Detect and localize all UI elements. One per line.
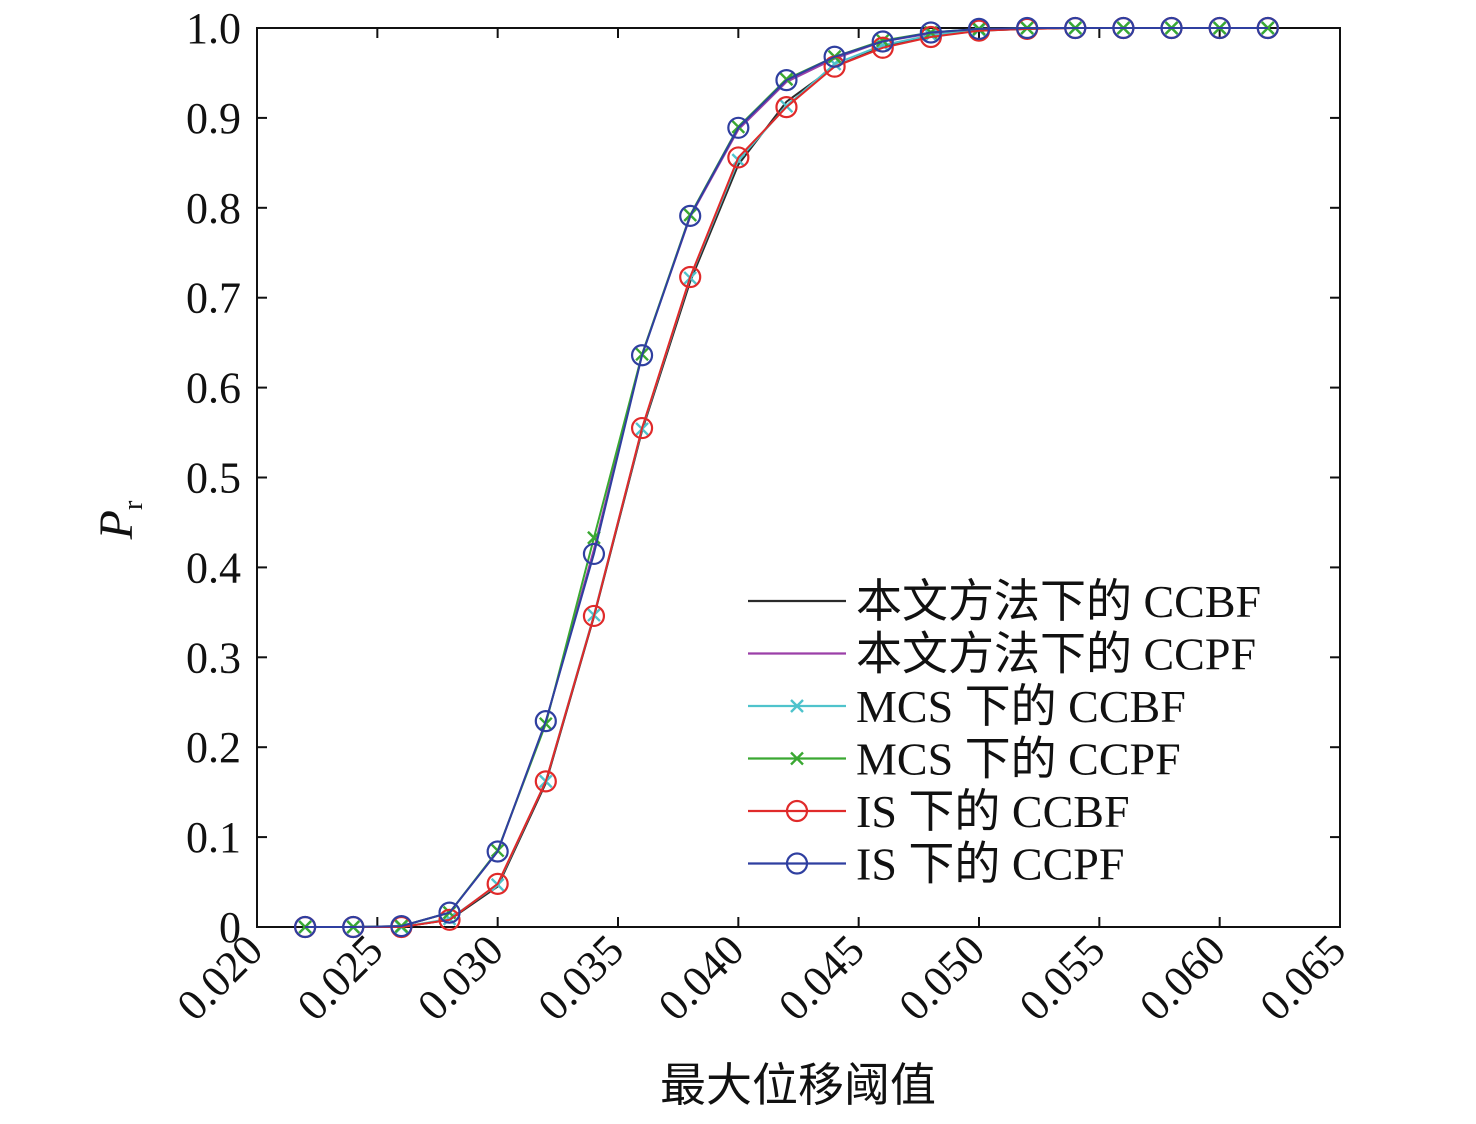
- legend-label: 本文方法下的 CCBF: [856, 576, 1261, 627]
- legend-item: MCS 下的 CCPF: [748, 734, 1181, 785]
- legend-label: IS 下的 CCBF: [856, 786, 1130, 837]
- legend-marker: [790, 751, 804, 766]
- plot-frame: [256, 27, 1341, 928]
- data-point: [294, 915, 317, 939]
- data-point: [775, 69, 798, 92]
- data-point: [1160, 16, 1183, 40]
- data-point: [390, 915, 413, 938]
- x-tick-label: 0.030: [408, 925, 513, 1030]
- y-tick-label: 0.3: [186, 633, 241, 682]
- data-point: [1208, 16, 1231, 40]
- data-point: [486, 840, 509, 863]
- y-tick-label: 0.6: [186, 364, 241, 413]
- data-point: [342, 915, 365, 939]
- y-tick-label: 0.1: [186, 813, 241, 862]
- y-axis-label-subscript: r: [118, 500, 149, 510]
- data-point: [534, 710, 557, 733]
- data-point: [924, 28, 938, 43]
- legend-item: MCS 下的 CCBF: [748, 681, 1186, 732]
- data-point: [582, 542, 606, 566]
- legend-marker: [785, 799, 809, 823]
- data-point: [731, 153, 746, 168]
- x-tick-label: 0.035: [528, 925, 633, 1030]
- series-5: [294, 16, 1279, 939]
- data-point: [438, 901, 461, 924]
- data-point: [775, 96, 798, 119]
- x-axis-label: 最大位移阈值: [660, 1060, 936, 1111]
- series-6: [294, 16, 1279, 939]
- data-point: [823, 45, 846, 68]
- x-tick-label: 0.040: [649, 925, 754, 1030]
- data-point: [1016, 16, 1039, 40]
- y-tick-label: 0: [219, 903, 241, 952]
- y-axis: 0 0.1 0.2 0.3 0.4 0.5 0.6 0.7 0.8 0.9 1.0: [186, 4, 1340, 952]
- data-point: [534, 770, 557, 793]
- data-point: [919, 21, 942, 44]
- series-layer: [294, 16, 1279, 939]
- data-point: [438, 908, 461, 931]
- data-point: [1112, 16, 1135, 40]
- y-tick-label: 0.5: [186, 454, 241, 503]
- x-tick-label: 0.050: [889, 925, 994, 1030]
- data-point: [1256, 16, 1279, 40]
- y-tick-label: 0.2: [186, 723, 241, 772]
- data-point: [679, 265, 702, 289]
- series-line: [305, 27, 1268, 928]
- legend-item: 本文方法下的 CCBF: [748, 576, 1261, 627]
- x-tick-label: 0.065: [1250, 925, 1355, 1030]
- data-point: [727, 116, 750, 139]
- data-point: [727, 146, 750, 169]
- legend-label: IS 下的 CCPF: [856, 839, 1124, 890]
- x-axis: 0.020 0.025 0.030 0.035 0.040 0.045 0.050 0.055…: [167, 28, 1355, 1030]
- legend-label: 本文方法下的 CCPF: [856, 629, 1256, 680]
- data-point: [871, 30, 894, 53]
- legend-label: MCS 下的 CCBF: [856, 681, 1186, 732]
- data-point: [582, 604, 606, 628]
- legend-item: 本文方法下的 CCPF: [748, 629, 1256, 680]
- y-tick-label: 0.7: [186, 274, 241, 323]
- data-point: [871, 36, 894, 59]
- y-tick-label: 0.9: [186, 94, 241, 143]
- data-point: [298, 920, 312, 934]
- x-tick-label: 0.045: [769, 925, 874, 1030]
- data-point: [630, 344, 654, 367]
- y-axis-label: Pr: [90, 500, 149, 540]
- data-point: [630, 416, 654, 440]
- data-point: [679, 204, 702, 227]
- data-point: [967, 17, 991, 40]
- x-tick-label: 0.055: [1010, 925, 1115, 1030]
- legend-marker: [785, 852, 809, 875]
- legend-label: MCS 下的 CCPF: [856, 734, 1181, 785]
- y-tick-label: 1.0: [186, 4, 241, 53]
- data-point: [1064, 16, 1087, 40]
- x-tick-label: 0.060: [1130, 925, 1235, 1030]
- legend-item: IS 下的 CCPF: [748, 839, 1124, 890]
- legend-item: IS 下的 CCBF: [748, 786, 1130, 837]
- y-tick-label: 0.8: [186, 184, 241, 233]
- x-tick-label: 0.025: [288, 925, 393, 1030]
- data-point: [486, 872, 509, 895]
- legend-marker: [790, 699, 804, 713]
- y-tick-label: 0.4: [186, 543, 241, 592]
